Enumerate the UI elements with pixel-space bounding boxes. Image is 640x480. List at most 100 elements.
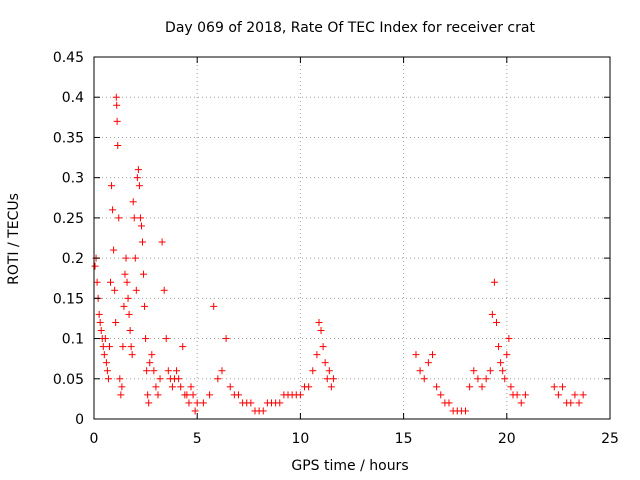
data-point: [175, 375, 183, 383]
data-point: [177, 383, 185, 391]
data-point: [148, 351, 156, 359]
data-point: [193, 399, 201, 407]
data-point: [125, 310, 133, 318]
data-point: [486, 367, 494, 375]
data-point: [185, 399, 193, 407]
data-point: [156, 375, 164, 383]
data-point: [152, 383, 160, 391]
data-point: [466, 383, 474, 391]
data-point: [97, 327, 105, 335]
data-point: [93, 278, 101, 286]
data-point: [164, 367, 172, 375]
data-point: [327, 383, 335, 391]
data-point: [315, 318, 323, 326]
data-point: [503, 351, 511, 359]
data-point: [127, 343, 135, 351]
data-point: [424, 359, 432, 367]
data-point: [214, 375, 222, 383]
data-point: [416, 367, 424, 375]
y-tick-label: 0.3: [62, 171, 84, 187]
y-tick-label: 0.05: [53, 372, 84, 388]
plot-frame: [93, 56, 611, 420]
data-point: [575, 399, 583, 407]
data-point: [143, 367, 151, 375]
data-point: [567, 399, 575, 407]
data-point: [501, 375, 509, 383]
data-point: [490, 278, 498, 286]
data-point: [131, 254, 139, 262]
y-tick-label: 0.35: [53, 130, 84, 146]
y-tick-label: 0.15: [53, 291, 84, 307]
x-tick-label: 20: [498, 431, 516, 447]
data-point: [100, 351, 108, 359]
data-point: [146, 359, 154, 367]
data-point: [329, 375, 337, 383]
x-tick-label: 5: [193, 431, 202, 447]
data-point: [579, 391, 587, 399]
data-point: [115, 214, 123, 222]
data-point: [462, 407, 470, 415]
data-point: [122, 254, 130, 262]
y-tick-label: 0.4: [62, 90, 84, 106]
data-point: [173, 367, 181, 375]
data-point: [507, 383, 515, 391]
data-point: [140, 270, 148, 278]
y-tick-label: 0.45: [53, 50, 84, 66]
data-point: [112, 318, 120, 326]
chart-title: Day 069 of 2018, Rate Of TEC Index for r…: [165, 20, 535, 36]
data-point: [571, 391, 579, 399]
data-point: [492, 318, 500, 326]
data-point: [191, 407, 199, 415]
data-point: [482, 375, 490, 383]
data-point: [412, 351, 420, 359]
data-point: [154, 391, 162, 399]
data-point: [104, 375, 112, 383]
data-point: [116, 375, 124, 383]
data-point: [113, 117, 121, 125]
data-point: [126, 327, 134, 335]
data-point: [95, 310, 103, 318]
data-point: [420, 375, 428, 383]
data-point: [133, 174, 141, 182]
data-point: [134, 166, 142, 174]
data-point: [168, 383, 176, 391]
data-point: [495, 343, 503, 351]
data-point: [124, 294, 132, 302]
data-point: [499, 367, 507, 375]
data-point: [137, 222, 145, 230]
data-point: [96, 318, 104, 326]
y-axis-label: ROTI / TECUs: [6, 193, 22, 285]
data-point: [513, 391, 521, 399]
data-point: [129, 198, 137, 206]
data-point: [128, 351, 136, 359]
data-point: [550, 383, 558, 391]
data-point: [226, 383, 234, 391]
data-point: [136, 214, 144, 222]
data-point: [517, 399, 525, 407]
data-point: [121, 270, 129, 278]
data-point: [117, 391, 125, 399]
data-point: [276, 399, 284, 407]
data-point: [144, 391, 152, 399]
data-point: [247, 399, 255, 407]
data-point: [162, 335, 170, 343]
data-point: [259, 407, 267, 415]
data-point: [102, 359, 110, 367]
data-point: [317, 327, 325, 335]
x-tick-label: 15: [395, 431, 413, 447]
x-axis-label: GPS time / hours: [291, 458, 408, 474]
x-tick-label: 10: [291, 431, 309, 447]
data-point: [313, 351, 321, 359]
data-point: [296, 391, 304, 399]
data-point: [433, 383, 441, 391]
data-point: [111, 286, 119, 294]
data-point: [189, 391, 197, 399]
data-point: [470, 367, 478, 375]
data-point: [206, 391, 214, 399]
data-point: [119, 343, 127, 351]
data-point: [497, 359, 505, 367]
data-point: [142, 335, 150, 343]
y-tick-label: 0: [75, 412, 84, 428]
data-point: [218, 367, 226, 375]
